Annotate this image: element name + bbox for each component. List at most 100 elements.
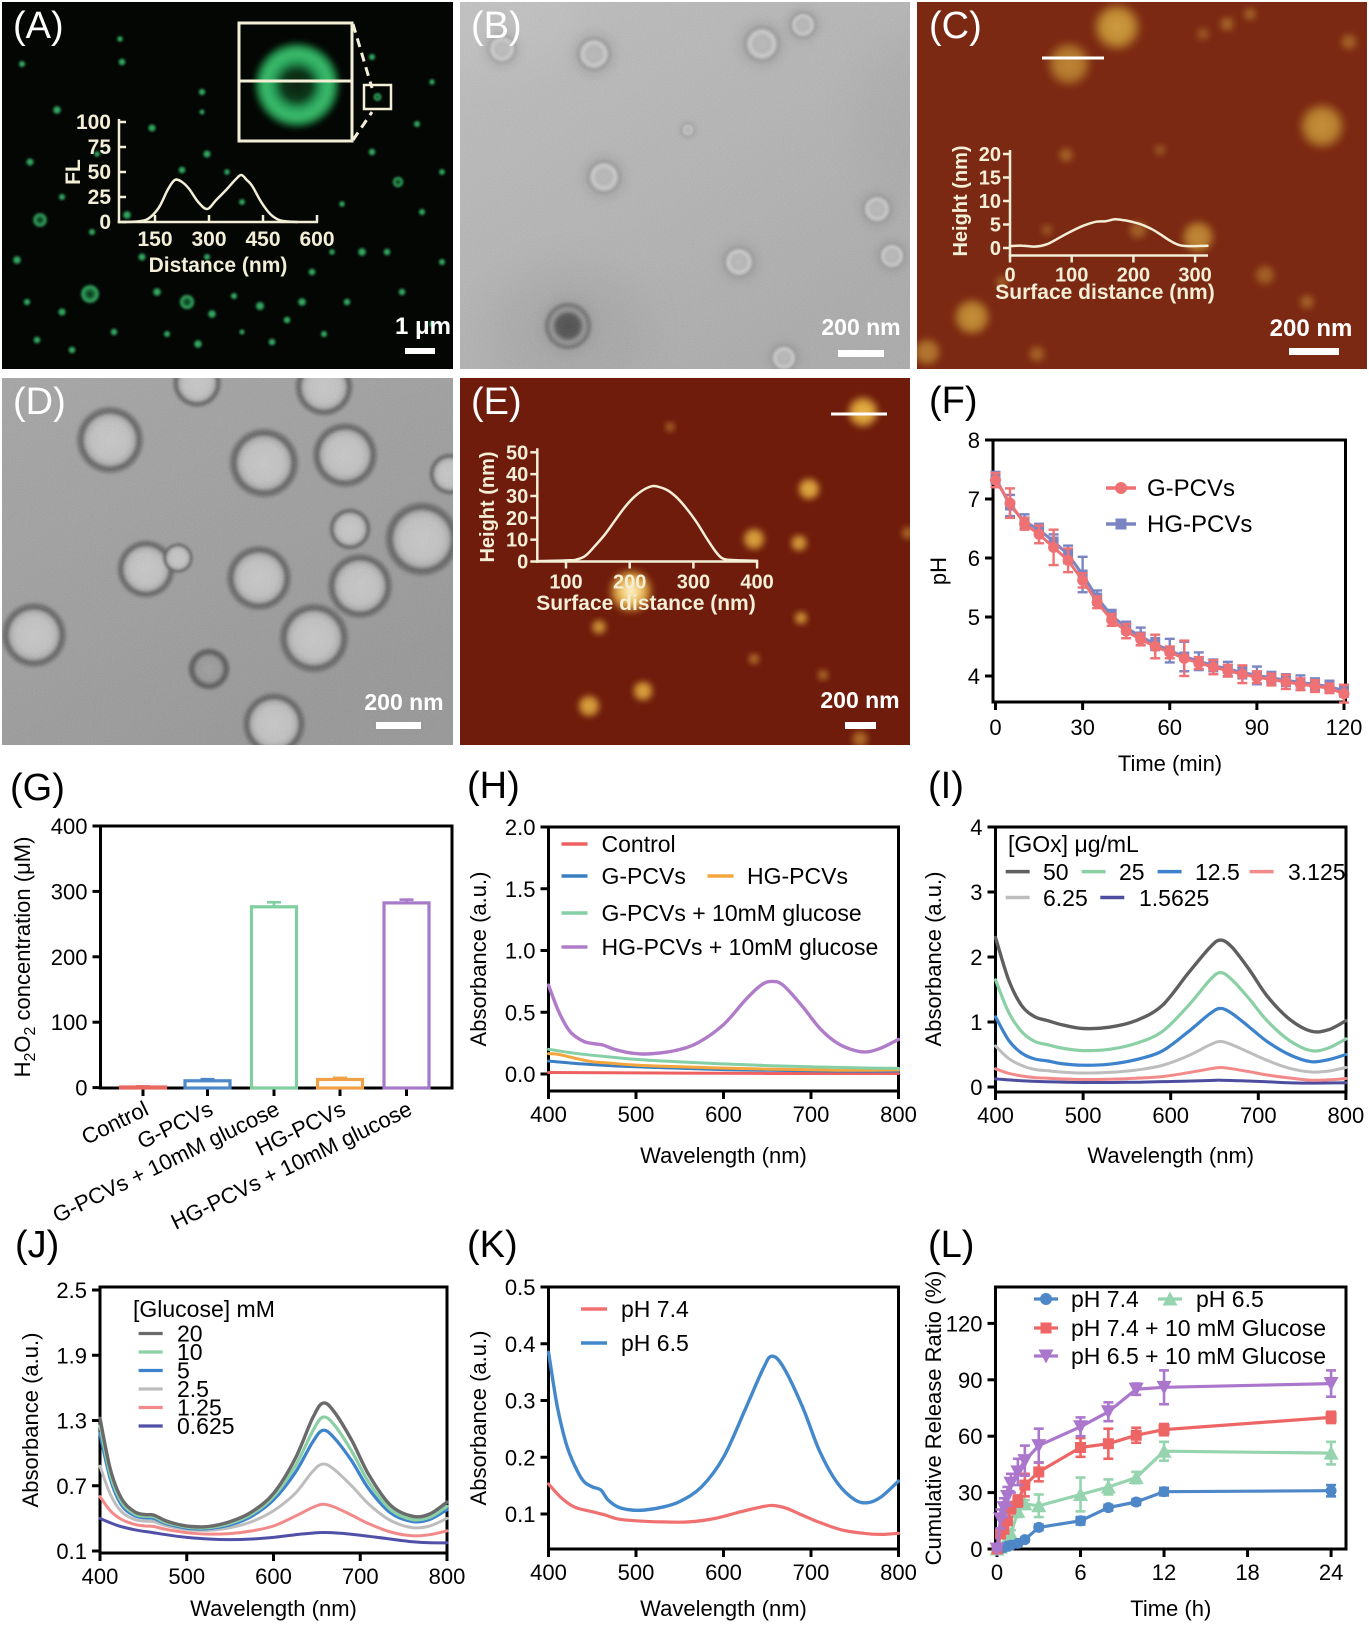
svg-text:0: 0 <box>970 1075 982 1100</box>
svg-text:(I): (I) <box>928 765 964 807</box>
svg-text:15: 15 <box>979 168 1001 190</box>
svg-text:800: 800 <box>880 1560 917 1585</box>
svg-text:Control: Control <box>602 831 676 857</box>
svg-text:75: 75 <box>88 136 112 159</box>
svg-text:(E): (E) <box>471 381 522 423</box>
svg-text:pH 6.5: pH 6.5 <box>621 1330 689 1356</box>
svg-text:50: 50 <box>506 442 528 464</box>
svg-text:600: 600 <box>299 228 334 251</box>
svg-text:Height (nm): Height (nm) <box>950 145 972 256</box>
svg-text:400: 400 <box>977 1103 1014 1128</box>
svg-text:0.625: 0.625 <box>177 1413 235 1439</box>
svg-text:500: 500 <box>618 1102 655 1127</box>
svg-text:2.5: 2.5 <box>177 1376 209 1402</box>
svg-text:800: 800 <box>1328 1103 1365 1128</box>
svg-text:60: 60 <box>1158 715 1182 740</box>
svg-text:18: 18 <box>1235 1560 1259 1585</box>
svg-text:2.5: 2.5 <box>56 1278 87 1303</box>
svg-text:100: 100 <box>549 572 582 594</box>
svg-text:6: 6 <box>968 546 980 571</box>
svg-text:400: 400 <box>530 1560 567 1585</box>
svg-text:0.2: 0.2 <box>505 1445 536 1470</box>
svg-text:40: 40 <box>506 464 528 486</box>
svg-text:Height (nm): Height (nm) <box>477 451 499 562</box>
svg-text:0: 0 <box>990 238 1001 260</box>
svg-text:0.0: 0.0 <box>505 1062 536 1087</box>
svg-text:200 nm: 200 nm <box>820 687 899 713</box>
svg-text:500: 500 <box>168 1564 205 1589</box>
svg-text:Surface distance (nm): Surface distance (nm) <box>536 592 755 615</box>
svg-text:100: 100 <box>51 1010 88 1035</box>
svg-text:G-PCVs + 10mM glucose: G-PCVs + 10mM glucose <box>602 900 862 926</box>
svg-text:pH 7.4: pH 7.4 <box>1071 1286 1139 1312</box>
svg-text:G-PCVs: G-PCVs <box>602 863 686 889</box>
svg-text:100: 100 <box>1055 265 1088 287</box>
svg-text:500: 500 <box>1065 1103 1102 1128</box>
svg-text:800: 800 <box>429 1564 466 1589</box>
svg-text:300: 300 <box>51 879 88 904</box>
svg-text:1.9: 1.9 <box>56 1343 87 1368</box>
svg-text:G-PCVs: G-PCVs <box>1147 475 1235 502</box>
svg-text:150: 150 <box>137 228 172 251</box>
svg-text:200 nm: 200 nm <box>1270 315 1353 342</box>
svg-text:100: 100 <box>76 111 111 134</box>
svg-text:(C): (C) <box>929 5 982 47</box>
svg-text:500: 500 <box>618 1560 655 1585</box>
svg-text:0: 0 <box>75 1076 87 1101</box>
svg-text:30: 30 <box>1070 715 1094 740</box>
svg-text:400: 400 <box>740 572 773 594</box>
svg-text:12.5: 12.5 <box>1195 859 1240 885</box>
svg-text:(H): (H) <box>467 765 520 807</box>
svg-text:(J): (J) <box>15 1224 59 1266</box>
svg-text:Wavelength (nm): Wavelength (nm) <box>1087 1143 1254 1168</box>
svg-text:12: 12 <box>1152 1560 1176 1585</box>
svg-text:10: 10 <box>177 1339 203 1365</box>
svg-text:300: 300 <box>677 572 710 594</box>
svg-text:H2O2 concentration (μM): H2O2 concentration (μM) <box>10 837 39 1078</box>
svg-text:Wavelength (nm): Wavelength (nm) <box>640 1596 807 1621</box>
svg-text:24: 24 <box>1319 1560 1343 1585</box>
svg-text:200 nm: 200 nm <box>821 314 900 340</box>
svg-text:50: 50 <box>88 161 111 184</box>
svg-text:HG-PCVs + 10mM glucose: HG-PCVs + 10mM glucose <box>602 934 879 960</box>
svg-text:10: 10 <box>979 191 1001 213</box>
svg-text:700: 700 <box>342 1564 379 1589</box>
svg-text:4: 4 <box>968 664 980 689</box>
svg-text:1.5625: 1.5625 <box>1139 885 1209 911</box>
svg-text:120: 120 <box>1326 715 1363 740</box>
svg-text:(K): (K) <box>467 1224 518 1266</box>
svg-text:pH 6.5: pH 6.5 <box>1196 1286 1264 1312</box>
svg-text:300: 300 <box>191 228 226 251</box>
svg-text:Time (min): Time (min) <box>1118 751 1222 776</box>
svg-text:1.25: 1.25 <box>177 1395 222 1421</box>
svg-text:HG-PCVs: HG-PCVs <box>1147 511 1252 538</box>
svg-text:(A): (A) <box>13 5 64 47</box>
svg-text:FL: FL <box>62 159 85 185</box>
svg-text:Time (h): Time (h) <box>1130 1596 1211 1621</box>
svg-text:20: 20 <box>979 144 1001 166</box>
svg-text:pH: pH <box>926 557 951 585</box>
svg-text:5: 5 <box>990 215 1001 237</box>
svg-text:pH 6.5 + 10 mM Glucose: pH 6.5 + 10 mM Glucose <box>1071 1343 1326 1369</box>
svg-text:0: 0 <box>99 211 111 234</box>
svg-text:25: 25 <box>88 186 112 209</box>
svg-text:7: 7 <box>968 487 980 512</box>
svg-text:HG-PCVs: HG-PCVs <box>747 863 848 889</box>
svg-text:400: 400 <box>530 1102 567 1127</box>
svg-text:5: 5 <box>968 605 980 630</box>
svg-text:pH 7.4: pH 7.4 <box>621 1296 689 1322</box>
svg-text:[GOx] μg/mL: [GOx] μg/mL <box>1008 831 1139 857</box>
svg-text:450: 450 <box>245 228 280 251</box>
svg-text:0.1: 0.1 <box>505 1502 536 1527</box>
svg-text:4: 4 <box>970 815 982 840</box>
svg-text:(F): (F) <box>929 380 978 422</box>
svg-text:0: 0 <box>991 1560 1003 1585</box>
svg-text:2: 2 <box>970 945 982 970</box>
svg-text:Absorbance (a.u.): Absorbance (a.u.) <box>921 872 946 1047</box>
svg-text:0: 0 <box>970 1537 982 1562</box>
svg-text:(B): (B) <box>471 5 522 47</box>
svg-text:Cumulative Release Ratio (%): Cumulative Release Ratio (%) <box>921 1271 946 1566</box>
svg-text:Absorbance (a.u.): Absorbance (a.u.) <box>18 1333 43 1508</box>
svg-text:700: 700 <box>793 1102 830 1127</box>
svg-text:Wavelength (nm): Wavelength (nm) <box>190 1596 357 1621</box>
